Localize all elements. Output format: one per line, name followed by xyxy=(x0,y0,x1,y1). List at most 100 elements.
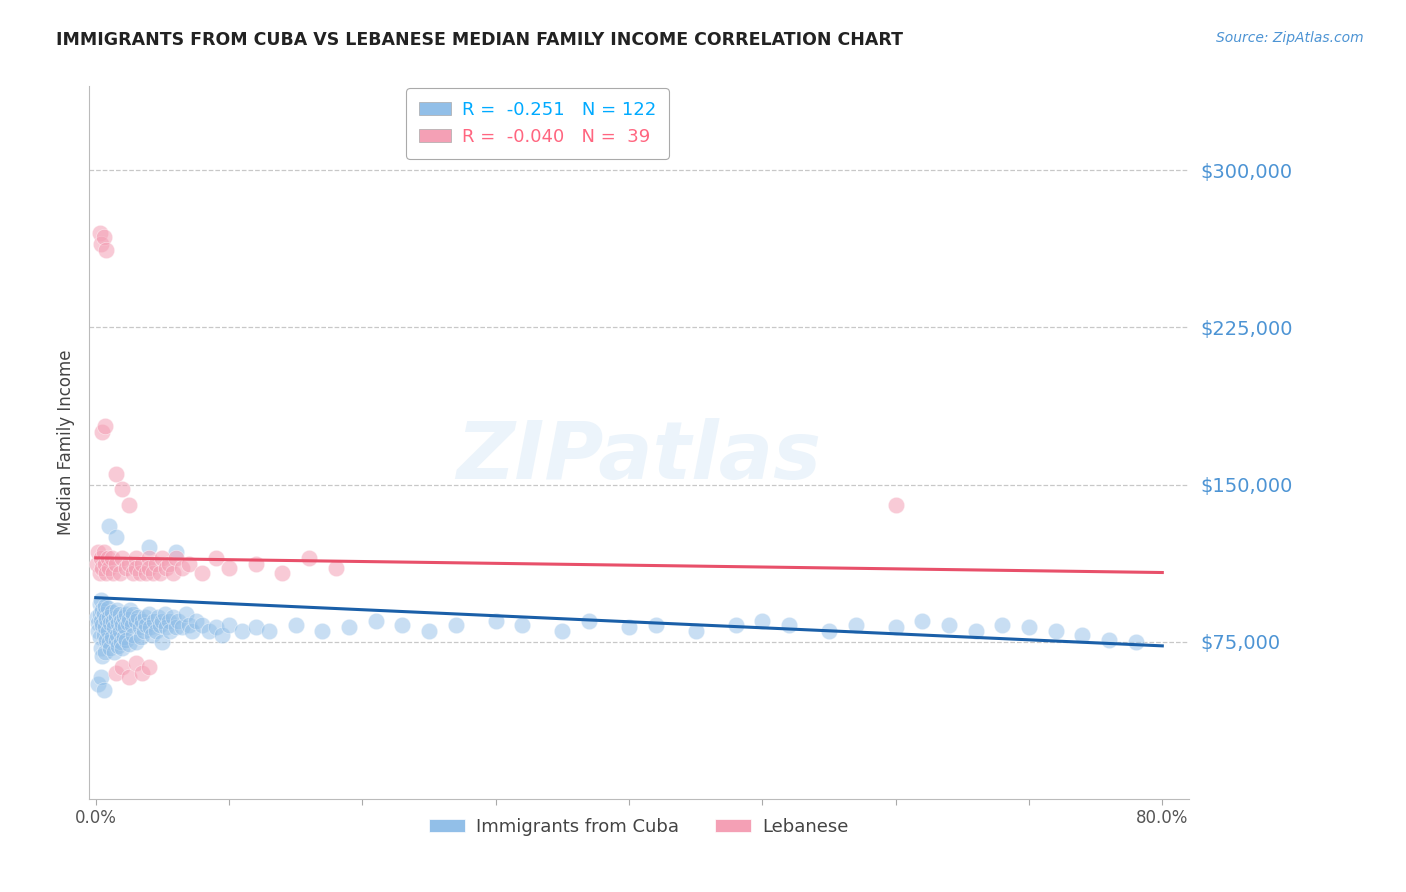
Point xyxy=(115,632,138,647)
Point xyxy=(884,620,907,634)
Point xyxy=(94,599,117,613)
Point xyxy=(172,620,194,634)
Point xyxy=(90,670,112,684)
Point xyxy=(90,614,112,628)
Y-axis label: Median Family Income: Median Family Income xyxy=(58,350,75,535)
Point xyxy=(145,557,167,571)
Point xyxy=(131,666,153,681)
Point xyxy=(938,618,960,632)
Point xyxy=(298,550,321,565)
Point xyxy=(100,615,122,630)
Point xyxy=(138,660,160,674)
Point xyxy=(132,624,155,639)
Point xyxy=(96,632,118,647)
Point xyxy=(111,660,134,674)
Point xyxy=(97,601,120,615)
Point xyxy=(1098,632,1121,647)
Point xyxy=(90,236,112,251)
Point xyxy=(148,609,170,624)
Point xyxy=(135,566,157,580)
Point xyxy=(418,624,440,639)
Point xyxy=(111,618,134,632)
Point xyxy=(89,226,111,240)
Point xyxy=(97,624,120,639)
Point xyxy=(165,550,187,565)
Point xyxy=(218,618,240,632)
Point xyxy=(107,639,129,653)
Point xyxy=(724,618,747,632)
Point xyxy=(118,670,141,684)
Point xyxy=(90,640,112,655)
Point xyxy=(98,519,121,533)
Point xyxy=(114,620,136,634)
Point xyxy=(122,566,145,580)
Point xyxy=(90,592,112,607)
Point xyxy=(129,631,152,645)
Point xyxy=(191,566,214,580)
Point xyxy=(104,632,127,647)
Point xyxy=(121,618,143,632)
Point xyxy=(578,614,600,628)
Point xyxy=(125,656,148,670)
Point xyxy=(143,614,166,628)
Point xyxy=(311,624,333,639)
Point xyxy=(93,544,115,558)
Point xyxy=(177,557,200,571)
Point xyxy=(155,620,177,634)
Point xyxy=(91,618,114,632)
Point xyxy=(104,609,127,624)
Point xyxy=(131,557,153,571)
Point xyxy=(685,624,707,639)
Point xyxy=(104,666,127,681)
Point xyxy=(128,620,150,634)
Point xyxy=(101,566,124,580)
Point xyxy=(211,628,233,642)
Point xyxy=(108,624,131,639)
Point xyxy=(149,618,172,632)
Point xyxy=(1071,628,1094,642)
Point xyxy=(284,618,307,632)
Point xyxy=(93,682,115,697)
Point xyxy=(118,557,141,571)
Point xyxy=(122,607,145,622)
Point xyxy=(152,614,174,628)
Point xyxy=(845,618,868,632)
Point xyxy=(112,609,135,624)
Point xyxy=(104,467,127,481)
Point xyxy=(128,566,150,580)
Point xyxy=(198,624,221,639)
Point xyxy=(325,561,347,575)
Point xyxy=(138,561,160,575)
Point xyxy=(93,230,115,244)
Point xyxy=(138,541,160,555)
Point xyxy=(155,561,177,575)
Point xyxy=(364,614,387,628)
Point xyxy=(110,614,132,628)
Point xyxy=(512,618,534,632)
Point xyxy=(111,640,134,655)
Point xyxy=(965,624,987,639)
Point xyxy=(103,620,125,634)
Point xyxy=(107,615,129,630)
Point xyxy=(1125,634,1147,648)
Point xyxy=(125,561,148,575)
Point xyxy=(87,544,110,558)
Point xyxy=(87,676,110,690)
Point xyxy=(135,618,157,632)
Point xyxy=(94,418,117,433)
Point xyxy=(218,561,240,575)
Point xyxy=(125,550,148,565)
Point xyxy=(231,624,253,639)
Point xyxy=(108,607,131,622)
Point xyxy=(551,624,574,639)
Point xyxy=(159,624,181,639)
Point xyxy=(149,566,172,580)
Point xyxy=(157,557,180,571)
Point xyxy=(89,607,111,622)
Point xyxy=(180,624,202,639)
Point xyxy=(93,607,115,622)
Point xyxy=(103,645,125,659)
Point xyxy=(94,620,117,634)
Point xyxy=(90,550,112,565)
Point xyxy=(111,482,134,496)
